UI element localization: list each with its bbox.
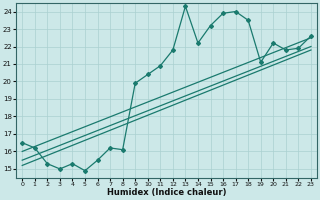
X-axis label: Humidex (Indice chaleur): Humidex (Indice chaleur) [107, 188, 226, 197]
